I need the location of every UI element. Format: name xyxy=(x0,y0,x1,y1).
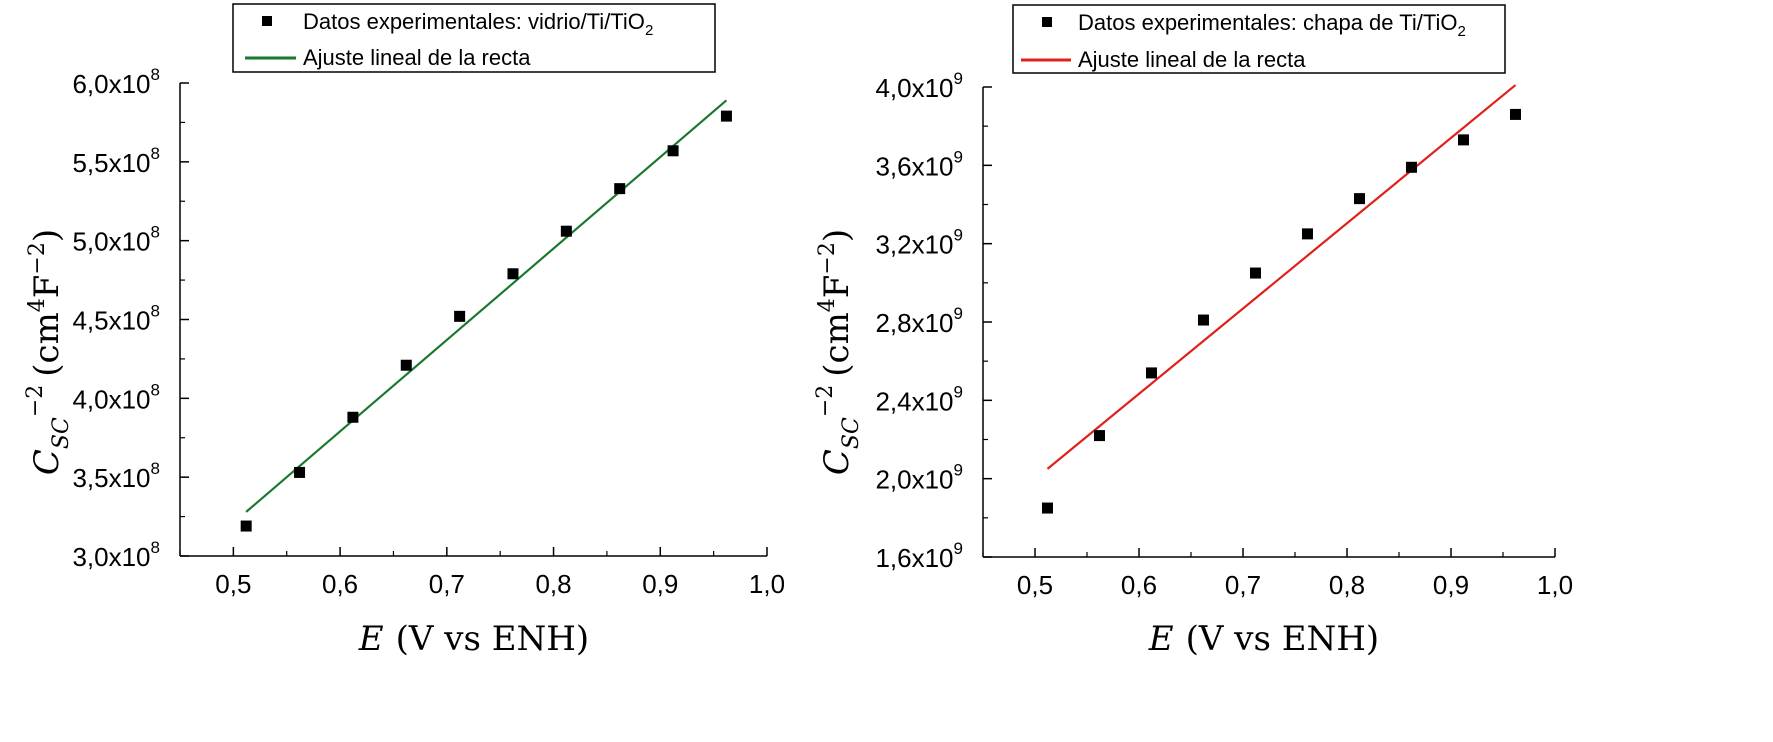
data-point-right xyxy=(1509,108,1521,120)
y-tick-label-right: 2,0x109 xyxy=(875,461,963,495)
data-point-left xyxy=(720,110,732,122)
y-axis-label-right: CSC−2(cm4F−2) xyxy=(813,229,864,475)
x-tick-label-left: 0,6 xyxy=(322,569,358,599)
legend-box-left xyxy=(232,3,716,73)
data-point-right xyxy=(1145,367,1157,379)
data-point-left xyxy=(614,183,626,195)
y-tick-label-right: 4,0x109 xyxy=(875,69,963,103)
x-tick-label-right: 0,7 xyxy=(1225,570,1261,600)
legend-label-scatter-left: Datos experimentales: vidrio/Ti/TiO2 xyxy=(303,9,653,39)
x-tick-label-left: 1,0 xyxy=(749,569,785,599)
data-point-right xyxy=(1301,228,1313,240)
legend-label-line-right: Ajuste lineal de la recta xyxy=(1078,47,1306,72)
x-tick-label-left: 0,7 xyxy=(429,569,465,599)
data-point-left xyxy=(240,520,252,532)
y-tick-label-right: 2,4x109 xyxy=(875,382,963,416)
data-point-right xyxy=(1197,314,1209,326)
data-point-right xyxy=(1353,193,1365,205)
data-point-right xyxy=(1457,134,1469,146)
data-point-left xyxy=(400,359,412,371)
y-tick-label-left: 4,0x108 xyxy=(72,380,160,414)
y-tick-label-left: 3,0x108 xyxy=(72,538,160,572)
data-point-left xyxy=(507,268,519,280)
y-tick-label-right: 1,6x109 xyxy=(875,539,963,573)
x-tick-label-right: 0,9 xyxy=(1433,570,1469,600)
y-tick-label-right: 2,8x109 xyxy=(875,304,963,338)
x-axis-label-left: E (V vs ENH) xyxy=(358,619,589,659)
fit-line-left xyxy=(245,99,728,513)
legend-label-line-left: Ajuste lineal de la recta xyxy=(303,45,531,70)
data-point-left xyxy=(347,411,359,423)
chart-right: 1,6x109 2,0x109 2,4x109 2,8x109 3,2x109 3,6x1… xyxy=(813,4,1573,659)
plot-area-right: 1,6x109 2,0x109 2,4x109 2,8x109 3,2x109 3,6x1… xyxy=(875,69,1573,600)
x-tick-label-right: 0,5 xyxy=(1017,570,1053,600)
data-point-left xyxy=(667,145,679,157)
y-tick-label-left: 3,5x108 xyxy=(72,459,160,493)
x-tick-label-right: 0,8 xyxy=(1329,570,1365,600)
data-point-left xyxy=(294,466,306,478)
data-point-right xyxy=(1249,267,1261,279)
y-tick-label-left: 5,5x108 xyxy=(72,144,160,178)
data-point-left xyxy=(560,225,572,237)
x-tick-label-left: 0,9 xyxy=(642,569,678,599)
legend-label-scatter-right: Datos experimentales: chapa de Ti/TiO2 xyxy=(1078,10,1466,40)
legend-marker-scatter-right xyxy=(1042,17,1052,27)
y-tick-label-right: 3,2x109 xyxy=(875,226,963,260)
legend-left: Datos experimentales: vidrio/Ti/TiO2 Aju… xyxy=(232,3,716,73)
legend-box-right xyxy=(1012,4,1506,74)
y-tick-label-left: 5,0x108 xyxy=(72,223,160,257)
data-point-left xyxy=(454,310,466,322)
legend-marker-scatter-left xyxy=(262,16,272,26)
x-tick-label-right: 0,6 xyxy=(1121,570,1157,600)
y-tick-label-left: 4,5x108 xyxy=(72,302,160,336)
y-tick-label-right: 3,6x109 xyxy=(875,147,963,181)
y-tick-label-left: 6,0x108 xyxy=(72,65,160,99)
legend-right: Datos experimentales: chapa de Ti/TiO2 A… xyxy=(1012,4,1506,74)
chart-left: 3,0x108 3,5x108 4,0x108 4,5x108 5,0x108 5,5x1… xyxy=(23,3,785,659)
x-tick-label-left: 0,8 xyxy=(535,569,571,599)
y-axis-label-left: CSC−2(cm4F−2) xyxy=(23,229,74,475)
data-point-right xyxy=(1041,502,1053,514)
x-tick-label-left: 0,5 xyxy=(215,569,251,599)
plot-area-left: 3,0x108 3,5x108 4,0x108 4,5x108 5,0x108 5,5x1… xyxy=(72,65,785,599)
fit-line-right xyxy=(1046,84,1517,470)
data-point-right xyxy=(1093,430,1105,442)
data-point-right xyxy=(1405,161,1417,173)
x-axis-label-right: E (V vs ENH) xyxy=(1148,619,1379,659)
x-tick-label-right: 1,0 xyxy=(1537,570,1573,600)
